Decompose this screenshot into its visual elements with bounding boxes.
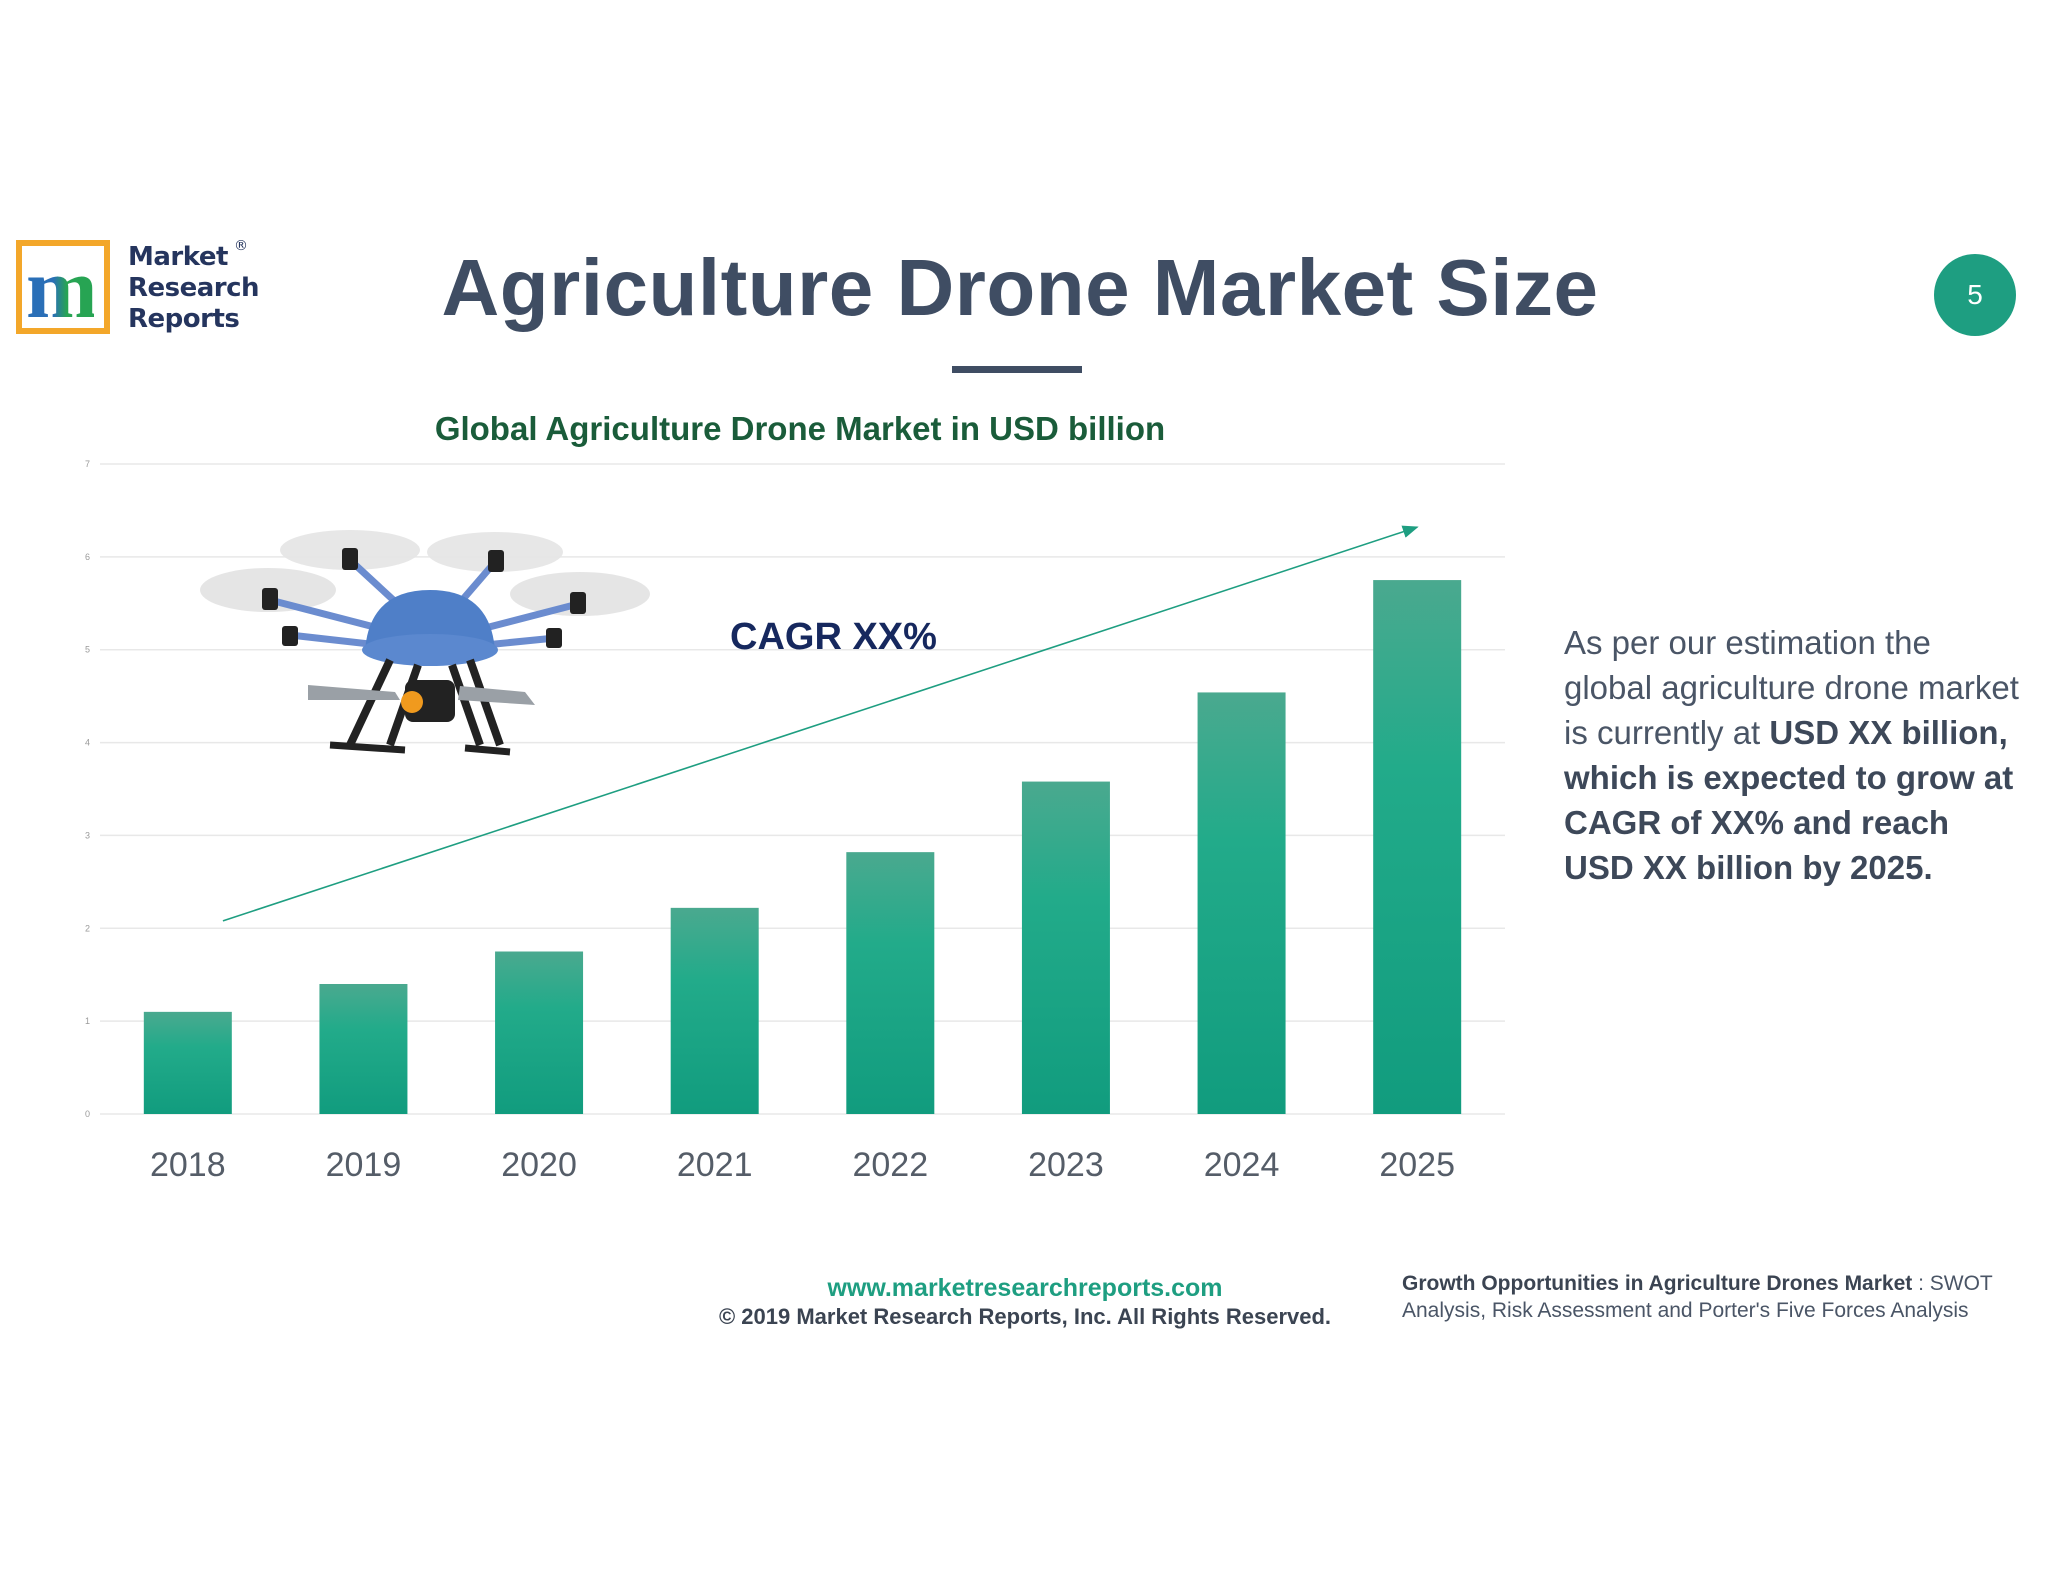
chart-title: Global Agriculture Drone Market in USD b… <box>434 410 1166 447</box>
registered-mark: ® <box>234 238 248 254</box>
x-tick-label: 2019 <box>326 1146 402 1184</box>
cagr-label: CAGR XX% <box>730 616 937 658</box>
page-title: Agriculture Drone Market Size <box>441 243 1599 332</box>
x-tick-label: 2023 <box>1028 1146 1104 1184</box>
x-tick-label: 2018 <box>150 1146 226 1184</box>
y-tick-label: 2 <box>85 923 90 933</box>
footer-report-title: Growth Opportunities in Agriculture Dron… <box>1402 1270 2022 1324</box>
company-logo: m Market Research Reports ® <box>16 238 260 348</box>
y-tick-label: 4 <box>85 738 90 748</box>
bar-2020 <box>495 951 584 1114</box>
y-tick-label: 7 <box>85 459 90 469</box>
x-tick-label: 2025 <box>1379 1146 1455 1184</box>
page-number-badge: 5 <box>1934 254 2016 336</box>
bar-2023 <box>1021 781 1110 1114</box>
y-tick-label: 3 <box>85 830 90 840</box>
drone-icon <box>200 530 650 756</box>
bar-2025 <box>1373 580 1462 1114</box>
y-tick-label: 1 <box>85 1016 90 1026</box>
x-tick-label: 2020 <box>501 1146 577 1184</box>
logo-line-3: Reports <box>128 304 240 334</box>
y-tick-label: 5 <box>85 645 90 655</box>
title-underline <box>952 366 1082 373</box>
logo-mark: m <box>26 240 98 336</box>
footer-note-rest: : SWOT Analysis, Risk Assessment and Por… <box>1402 1272 1993 1322</box>
logo-line-1: Market <box>128 242 228 272</box>
footer-note-bold: Growth Opportunities in Agriculture Dron… <box>1402 1272 1913 1295</box>
y-tick-label: 6 <box>85 552 90 562</box>
footer-copyright: © 2019 Market Research Reports, Inc. All… <box>718 1304 1332 1329</box>
market-summary-text: As per our estimation the global agricul… <box>1564 620 2024 890</box>
logo-mark-box: m <box>16 240 110 334</box>
summary-part-2: USD XX billion, which is expected to gro… <box>1564 714 2014 886</box>
bar-2021 <box>670 907 759 1114</box>
summary-part-1: As per our estimation the global agricul… <box>1564 624 2019 751</box>
bar-2018 <box>143 1011 232 1114</box>
cagr-trend-arrow <box>222 525 1419 922</box>
bar-2022 <box>846 852 935 1114</box>
bar-chart: 0 1 2 3 4 5 6 7 2018 2019 2020 2021 2022 2023 2024 202… <box>85 459 1505 1184</box>
x-tick-label: 2021 <box>677 1146 753 1184</box>
y-tick-label: 0 <box>85 1109 90 1119</box>
logo-wordmark: Market Research Reports <box>128 242 260 335</box>
logo-line-2: Research <box>128 273 260 303</box>
x-tick-label: 2022 <box>852 1146 928 1184</box>
bar-2024 <box>1197 692 1286 1114</box>
bar-2019 <box>319 984 408 1114</box>
footer-website-link[interactable]: www.marketresearchreports.com <box>827 1274 1223 1302</box>
x-tick-label: 2024 <box>1204 1146 1280 1184</box>
